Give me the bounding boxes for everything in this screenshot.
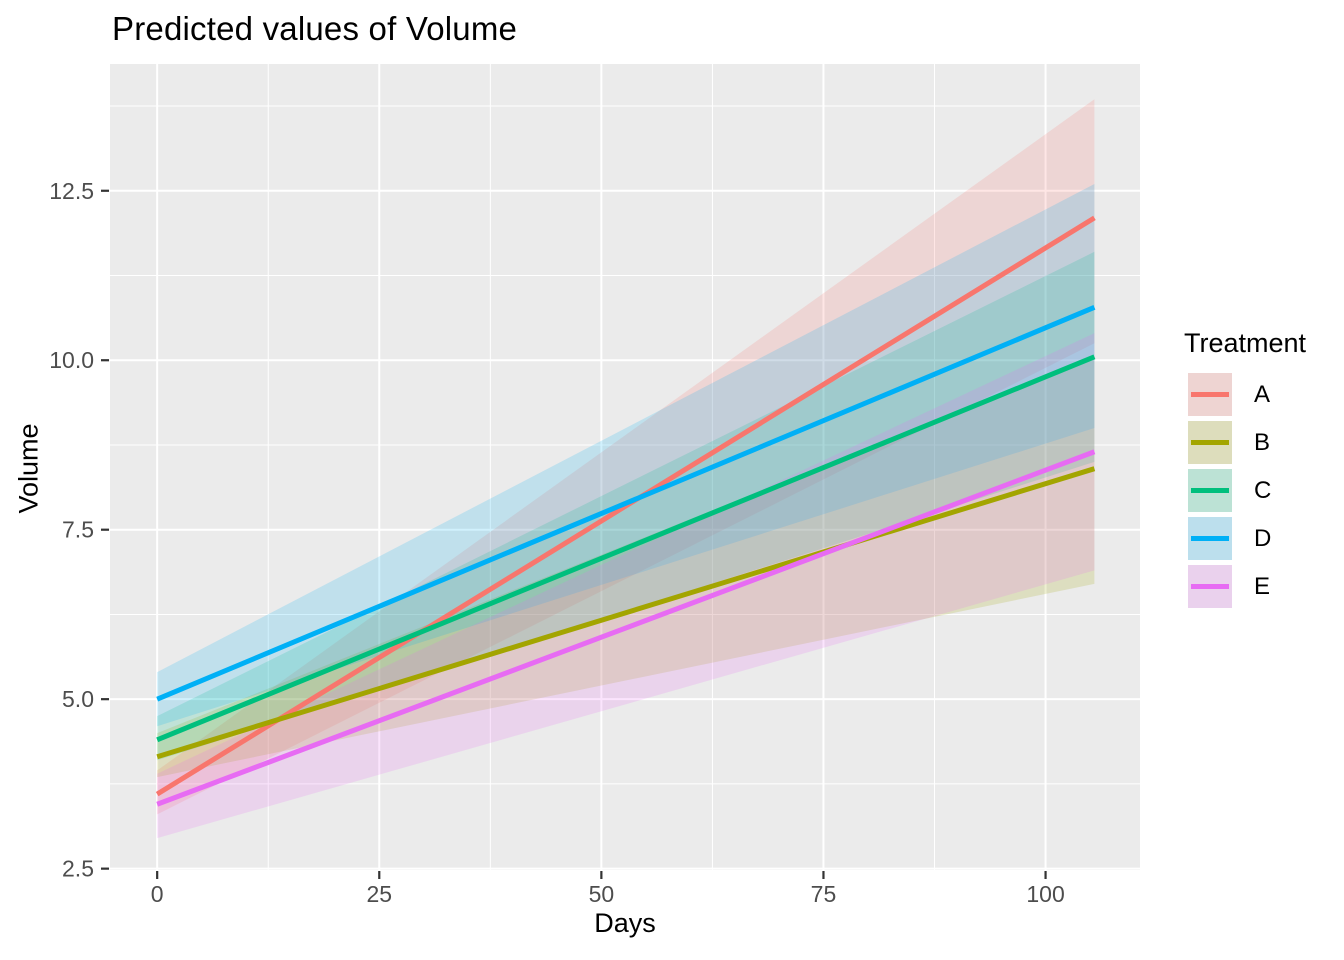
legend-key-line-swatch bbox=[1191, 488, 1229, 493]
legend-key-C bbox=[1188, 469, 1232, 512]
line-C bbox=[156, 354, 1096, 743]
legend-key-line-swatch bbox=[1191, 440, 1229, 445]
legend-key-line-swatch bbox=[1191, 392, 1229, 397]
legend-entry-E: E bbox=[1188, 565, 1306, 608]
major-gridlines bbox=[110, 64, 1140, 870]
y-tick-label-12.5: 12.5 bbox=[49, 178, 94, 204]
legend-label-B: B bbox=[1254, 428, 1271, 456]
chart-title: Predicted values of Volume bbox=[112, 10, 518, 47]
legend-key-line-swatch bbox=[1191, 536, 1229, 541]
legend-title: Treatment bbox=[1184, 328, 1307, 358]
legend-key-D bbox=[1188, 517, 1232, 560]
x-tick-label-0: 0 bbox=[151, 881, 164, 907]
x-tick-label-100: 100 bbox=[1026, 881, 1064, 907]
y-axis-title: Volume bbox=[13, 423, 44, 514]
ribbon-B bbox=[157, 356, 1095, 778]
x-tick-label-25: 25 bbox=[366, 881, 392, 907]
y-tick-label-2.5: 2.5 bbox=[62, 856, 94, 882]
legend-label-E: E bbox=[1254, 572, 1271, 600]
line-A bbox=[155, 215, 1096, 797]
legend-key-A bbox=[1188, 373, 1232, 416]
tick-marks bbox=[101, 189, 1047, 879]
legend-entry-C: C bbox=[1188, 469, 1306, 512]
panel-background bbox=[110, 64, 1140, 870]
line-B bbox=[156, 466, 1096, 760]
legend-label-C: C bbox=[1254, 476, 1272, 504]
legend-key-B bbox=[1188, 421, 1232, 464]
legend-entry-B: B bbox=[1188, 421, 1306, 464]
y-tick-label-10.0: 10.0 bbox=[49, 347, 94, 373]
legend-entry-A: A bbox=[1188, 373, 1306, 416]
y-tick-label-7.5: 7.5 bbox=[62, 517, 94, 543]
y-tick-label-5.0: 5.0 bbox=[62, 686, 94, 712]
x-tick-label-75: 75 bbox=[811, 881, 837, 907]
prediction-lines bbox=[155, 215, 1096, 807]
legend-key-E bbox=[1188, 565, 1232, 608]
legend-label-D: D bbox=[1254, 524, 1272, 552]
legend-label-A: A bbox=[1254, 380, 1271, 408]
ribbon-E bbox=[157, 333, 1095, 839]
ribbon-D bbox=[157, 184, 1095, 727]
ribbon-A bbox=[157, 99, 1095, 815]
line-E bbox=[156, 449, 1096, 807]
legend-entry-D: D bbox=[1188, 517, 1306, 560]
x-axis-title: Days bbox=[594, 908, 656, 938]
legend-key-line-swatch bbox=[1191, 584, 1229, 589]
tick-labels: 0 25 50 75 100 2.5 5.0 7.5 10.0 12.5 bbox=[49, 178, 1065, 907]
line-D bbox=[156, 305, 1096, 702]
x-tick-label-50: 50 bbox=[589, 881, 615, 907]
